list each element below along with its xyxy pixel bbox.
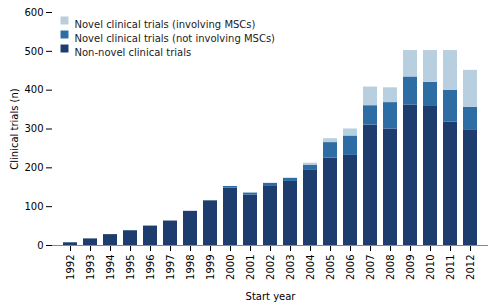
svg-text:Start year: Start year [246, 291, 297, 302]
svg-text:Non-novel clinical trials: Non-novel clinical trials [75, 47, 192, 58]
svg-text:1992: 1992 [65, 255, 76, 280]
svg-text:300: 300 [24, 123, 43, 134]
svg-text:1997: 1997 [165, 255, 176, 280]
svg-text:2008: 2008 [385, 255, 396, 280]
svg-text:2003: 2003 [285, 255, 296, 280]
svg-text:1995: 1995 [125, 255, 136, 280]
svg-text:Novel clinical trials (involvi: Novel clinical trials (involving MSCs) [75, 19, 256, 30]
svg-text:1993: 1993 [85, 255, 96, 280]
svg-text:500: 500 [24, 46, 43, 57]
svg-text:2009: 2009 [405, 255, 416, 280]
svg-text:2010: 2010 [425, 255, 436, 280]
svg-text:2000: 2000 [225, 255, 236, 280]
svg-text:2007: 2007 [365, 255, 376, 280]
svg-text:2011: 2011 [445, 255, 456, 280]
svg-text:2002: 2002 [265, 255, 276, 280]
svg-text:100: 100 [24, 201, 43, 212]
svg-text:2001: 2001 [245, 255, 256, 280]
svg-text:1999: 1999 [205, 255, 216, 280]
svg-text:0: 0 [37, 240, 43, 251]
svg-text:1996: 1996 [145, 255, 156, 280]
svg-text:2012: 2012 [465, 255, 476, 280]
svg-text:600: 600 [24, 7, 43, 18]
svg-text:2006: 2006 [345, 255, 356, 280]
svg-text:1998: 1998 [185, 255, 196, 280]
svg-text:2005: 2005 [325, 255, 336, 280]
svg-text:1994: 1994 [105, 255, 116, 280]
svg-text:200: 200 [24, 162, 43, 173]
svg-text:Clinical trials (n): Clinical trials (n) [9, 88, 20, 170]
svg-text:400: 400 [24, 84, 43, 95]
svg-text:Novel clinical trials (not inv: Novel clinical trials (not involving MSC… [75, 33, 276, 44]
svg-text:2004: 2004 [305, 255, 316, 280]
